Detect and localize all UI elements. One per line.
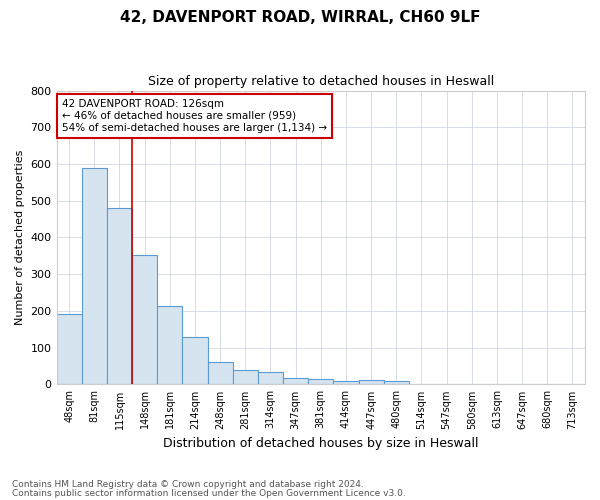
Bar xyxy=(132,256,157,384)
Bar xyxy=(359,380,383,384)
Text: 42 DAVENPORT ROAD: 126sqm
← 46% of detached houses are smaller (959)
54% of semi: 42 DAVENPORT ROAD: 126sqm ← 46% of detac… xyxy=(62,100,327,132)
Bar xyxy=(283,378,308,384)
Bar xyxy=(308,379,334,384)
Text: 42, DAVENPORT ROAD, WIRRAL, CH60 9LF: 42, DAVENPORT ROAD, WIRRAL, CH60 9LF xyxy=(120,10,480,25)
Bar xyxy=(208,362,233,384)
Bar xyxy=(233,370,258,384)
Text: Contains public sector information licensed under the Open Government Licence v3: Contains public sector information licen… xyxy=(12,488,406,498)
Bar xyxy=(56,314,82,384)
X-axis label: Distribution of detached houses by size in Heswall: Distribution of detached houses by size … xyxy=(163,437,479,450)
Bar xyxy=(334,381,359,384)
Text: Contains HM Land Registry data © Crown copyright and database right 2024.: Contains HM Land Registry data © Crown c… xyxy=(12,480,364,489)
Bar xyxy=(82,168,107,384)
Title: Size of property relative to detached houses in Heswall: Size of property relative to detached ho… xyxy=(148,75,494,88)
Bar xyxy=(157,306,182,384)
Y-axis label: Number of detached properties: Number of detached properties xyxy=(15,150,25,325)
Bar xyxy=(383,382,409,384)
Bar xyxy=(258,372,283,384)
Bar xyxy=(107,208,132,384)
Bar xyxy=(182,336,208,384)
